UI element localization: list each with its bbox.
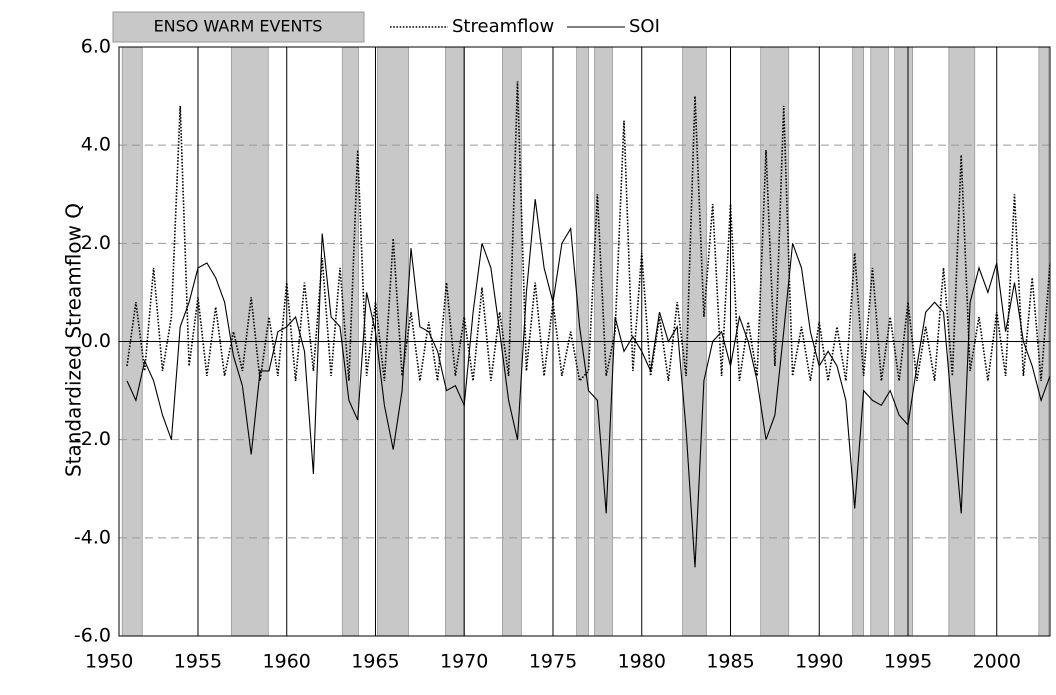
x-tick-label: 2000 (973, 651, 1021, 673)
x-tick-label: 1995 (884, 651, 932, 673)
x-tick-label: 1960 (263, 651, 311, 673)
y-tick-label: 6.0 (81, 36, 111, 58)
y-tick-label: 4.0 (81, 134, 111, 156)
x-tick-label: 1955 (174, 651, 222, 673)
x-tick-label: 1980 (618, 651, 666, 673)
plot-frame (118, 46, 1051, 637)
y-tick-label: -6.0 (74, 625, 111, 647)
series-line (126, 199, 1051, 568)
y-axis-label: Standardized Streamflow Q (62, 203, 86, 477)
x-tick-label: 1950 (85, 651, 133, 673)
y-tick-label: -2.0 (74, 428, 111, 450)
legend-label: ENSO WARM EVENTS (154, 17, 323, 36)
y-tick-label: -4.0 (74, 526, 111, 548)
x-tick-label: 1985 (706, 651, 754, 673)
y-tick-label: 0.0 (81, 330, 111, 352)
x-tick-label: 1965 (351, 651, 399, 673)
x-tick-label: 1970 (440, 651, 488, 673)
series-line (126, 81, 1051, 383)
legend-label: Streamflow (452, 16, 554, 37)
legend-enso-swatch (112, 11, 365, 43)
x-tick-label: 1990 (795, 651, 843, 673)
y-tick-label: 2.0 (81, 232, 111, 254)
legend-label: SOI (629, 16, 660, 37)
x-tick-label: 1975 (529, 651, 577, 673)
